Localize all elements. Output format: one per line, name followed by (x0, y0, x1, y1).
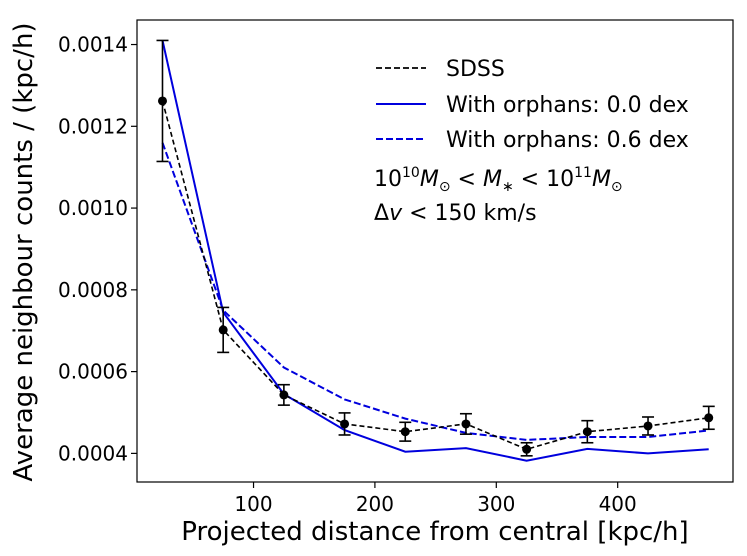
x-tick-label: 100 (234, 492, 272, 516)
data-point-7 (582, 427, 592, 437)
data-point-9 (704, 413, 714, 423)
legend-label-orphans-0: With orphans: 0.0 dex (446, 93, 689, 118)
series-line-0 (161, 100, 709, 451)
x-axis-label: Projected distance from central [kpc/h] (181, 517, 688, 547)
y-tick-label: 0.0014 (58, 33, 128, 57)
data-point-2 (279, 390, 289, 400)
y-tick-label: 0.0010 (58, 196, 128, 220)
legend: SDSS With orphans: 0.0 dex With orphans:… (376, 57, 689, 153)
y-axis-label: Average neighbour counts / (kpc/h) (9, 22, 39, 481)
x-tick-label: 200 (356, 492, 394, 516)
data-point-4 (400, 427, 410, 437)
x-tick-label: 400 (599, 492, 637, 516)
data-point-8 (643, 421, 653, 431)
data-point-0 (157, 96, 167, 106)
series-line-1 (161, 40, 709, 462)
x-tick-label: 300 (477, 492, 515, 516)
data-point-1 (218, 325, 228, 335)
legend-label-orphans-06: With orphans: 0.6 dex (446, 128, 689, 153)
legend-label-sdss: SDSS (446, 57, 505, 82)
data-point-3 (340, 419, 350, 429)
series-line-2 (161, 142, 709, 441)
data-point-6 (522, 444, 532, 454)
data-point-5 (461, 419, 471, 429)
y-tick-label: 0.0008 (58, 278, 128, 302)
plot-frame (136, 19, 734, 483)
plot-area (156, 39, 715, 462)
axes: 100 200 300 400 0.0004 0.0006 0.0008 0.0010 0.00… (58, 19, 734, 516)
y-tick-label: 0.0004 (58, 441, 128, 465)
y-tick-label: 0.0012 (58, 114, 128, 138)
mass-range-annotation: 1010M⊙ < M∗ < 1011M⊙ (374, 165, 623, 195)
y-tick-label: 0.0006 (58, 360, 128, 384)
velocity-annotation: Δv < 150 km/s (374, 201, 537, 226)
